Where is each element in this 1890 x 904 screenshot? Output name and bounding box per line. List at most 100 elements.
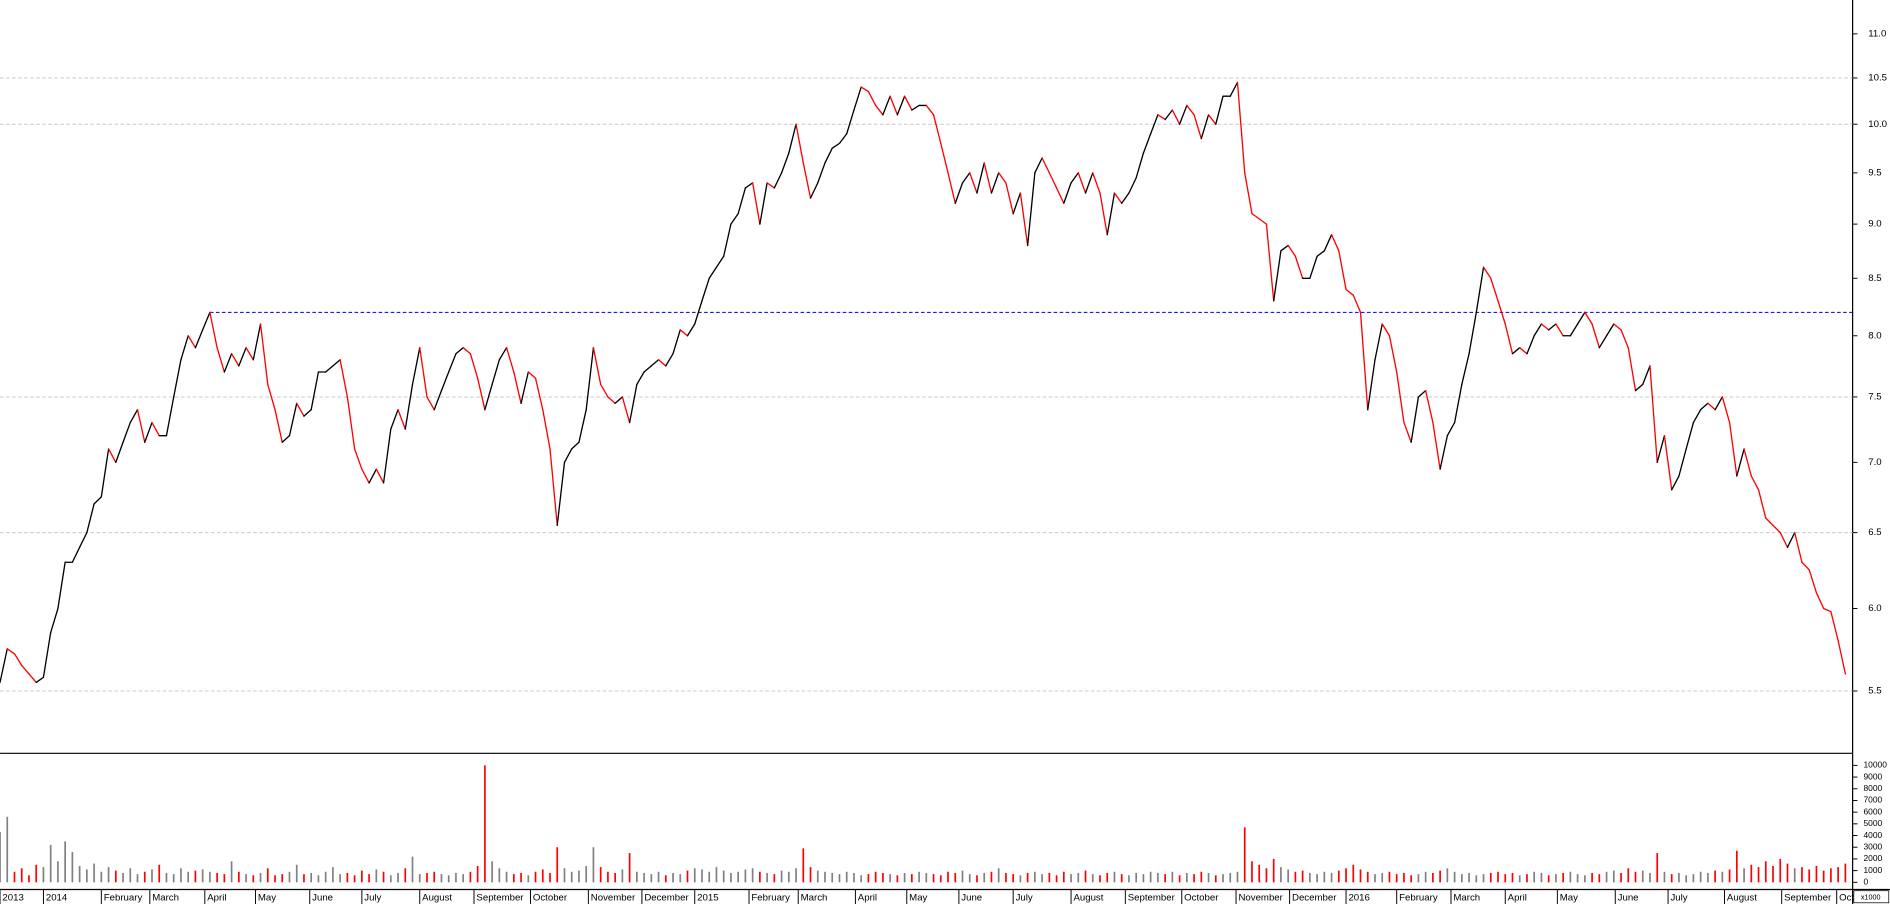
volume-bar xyxy=(911,874,913,883)
price-segment xyxy=(216,347,226,373)
volume-bar xyxy=(541,869,544,883)
volume-bar xyxy=(968,874,971,883)
volume-bar xyxy=(816,870,819,883)
price-segment xyxy=(1055,187,1065,204)
x-tick-label: 2013 xyxy=(2,893,23,904)
volume-bar xyxy=(1605,871,1608,883)
price-segment xyxy=(744,182,754,189)
volume-bar xyxy=(614,872,616,883)
volume-bar xyxy=(867,874,870,883)
volume-bar xyxy=(1772,865,1774,883)
price-segment xyxy=(1294,255,1304,279)
volume-bar xyxy=(1229,872,1232,883)
price-segment xyxy=(1251,212,1260,220)
price-segment xyxy=(1728,421,1738,477)
price-segment xyxy=(397,409,406,430)
volume-bar xyxy=(1649,872,1651,883)
volume-tick-label: 3000 xyxy=(1863,841,1882,851)
volume-bar xyxy=(730,872,732,883)
volume-bar xyxy=(1171,871,1174,883)
y-tick-label: 5.5 xyxy=(1868,686,1881,697)
volume-bar xyxy=(158,864,161,883)
volume-bar xyxy=(918,871,920,883)
volume-bar xyxy=(1128,875,1130,883)
price-segment xyxy=(13,653,23,667)
price-segment xyxy=(259,323,269,386)
price-segment xyxy=(1396,371,1405,424)
volume-bar xyxy=(896,875,899,883)
price-segment xyxy=(1576,311,1586,325)
price-segment xyxy=(1034,157,1043,174)
volume-bar xyxy=(1214,875,1217,883)
price-segment xyxy=(701,277,710,302)
volume-bar xyxy=(1663,871,1666,883)
y-tick-label: 8.5 xyxy=(1868,273,1881,284)
volume-bar xyxy=(1569,871,1572,883)
volume-bar xyxy=(201,869,204,883)
volume-bar xyxy=(1374,874,1376,883)
volume-bar xyxy=(245,874,247,883)
price-segment xyxy=(874,104,884,116)
volume-bar xyxy=(1612,870,1615,883)
volume-bar xyxy=(1164,874,1166,883)
price-segment xyxy=(1171,109,1181,125)
price-segment xyxy=(382,428,392,484)
price-segment xyxy=(1794,531,1803,563)
price-segment xyxy=(230,353,240,367)
volume-bar xyxy=(1142,874,1145,883)
y-tick-label: 8.0 xyxy=(1868,330,1881,341)
volume-bar xyxy=(1236,871,1239,883)
price-segment xyxy=(1410,396,1420,443)
volume-bar xyxy=(1721,871,1724,883)
volume-bar xyxy=(1779,858,1782,883)
x-tick-label: April xyxy=(207,893,226,904)
volume-bar xyxy=(1460,874,1463,883)
volume-bar xyxy=(1714,870,1716,883)
price-segment xyxy=(1280,244,1289,252)
volume-bar xyxy=(1207,872,1210,883)
price-segment xyxy=(1468,311,1477,355)
volume-bar xyxy=(585,865,588,883)
price-segment xyxy=(6,648,16,655)
volume-bar xyxy=(961,870,964,883)
volume-bar xyxy=(1417,874,1420,883)
volume-bar xyxy=(664,875,667,883)
price-segment xyxy=(1808,569,1818,594)
x-tick-label: October xyxy=(533,893,568,904)
price-segment xyxy=(1367,359,1376,411)
price-segment xyxy=(947,172,956,204)
price-segment xyxy=(1490,277,1499,302)
volume-bar xyxy=(455,872,457,883)
volume-bar xyxy=(42,867,45,883)
volume-bar xyxy=(1547,875,1550,883)
price-segment xyxy=(571,441,580,450)
x-tick-label: December xyxy=(1292,893,1337,904)
price-segment xyxy=(1663,434,1673,491)
volume-bar xyxy=(889,874,891,883)
price-segment xyxy=(1200,114,1210,140)
volume-bar xyxy=(1272,858,1275,883)
price-segment xyxy=(1714,396,1724,411)
volume-bar xyxy=(1808,869,1811,883)
volume-bar xyxy=(556,847,559,883)
volume-bar xyxy=(751,868,754,883)
volume-bar xyxy=(57,861,59,883)
volume-bar xyxy=(1424,871,1427,883)
price-segment xyxy=(730,212,739,225)
price-segment xyxy=(325,365,334,373)
x-tick-label: February xyxy=(751,893,790,904)
volume-bar xyxy=(1576,874,1579,883)
price-segment xyxy=(1359,311,1369,411)
price-segment xyxy=(245,347,254,361)
price-segment xyxy=(223,353,233,373)
volume-bar xyxy=(1757,867,1760,883)
price-segment xyxy=(694,300,703,325)
volume-bar xyxy=(100,871,103,883)
price-segment xyxy=(759,182,768,225)
price-segment xyxy=(643,365,652,373)
volume-bar xyxy=(534,871,537,883)
price-segment xyxy=(339,359,349,398)
volume-bar xyxy=(578,870,580,883)
volume-bar xyxy=(1352,864,1355,883)
price-segment xyxy=(1750,475,1760,491)
